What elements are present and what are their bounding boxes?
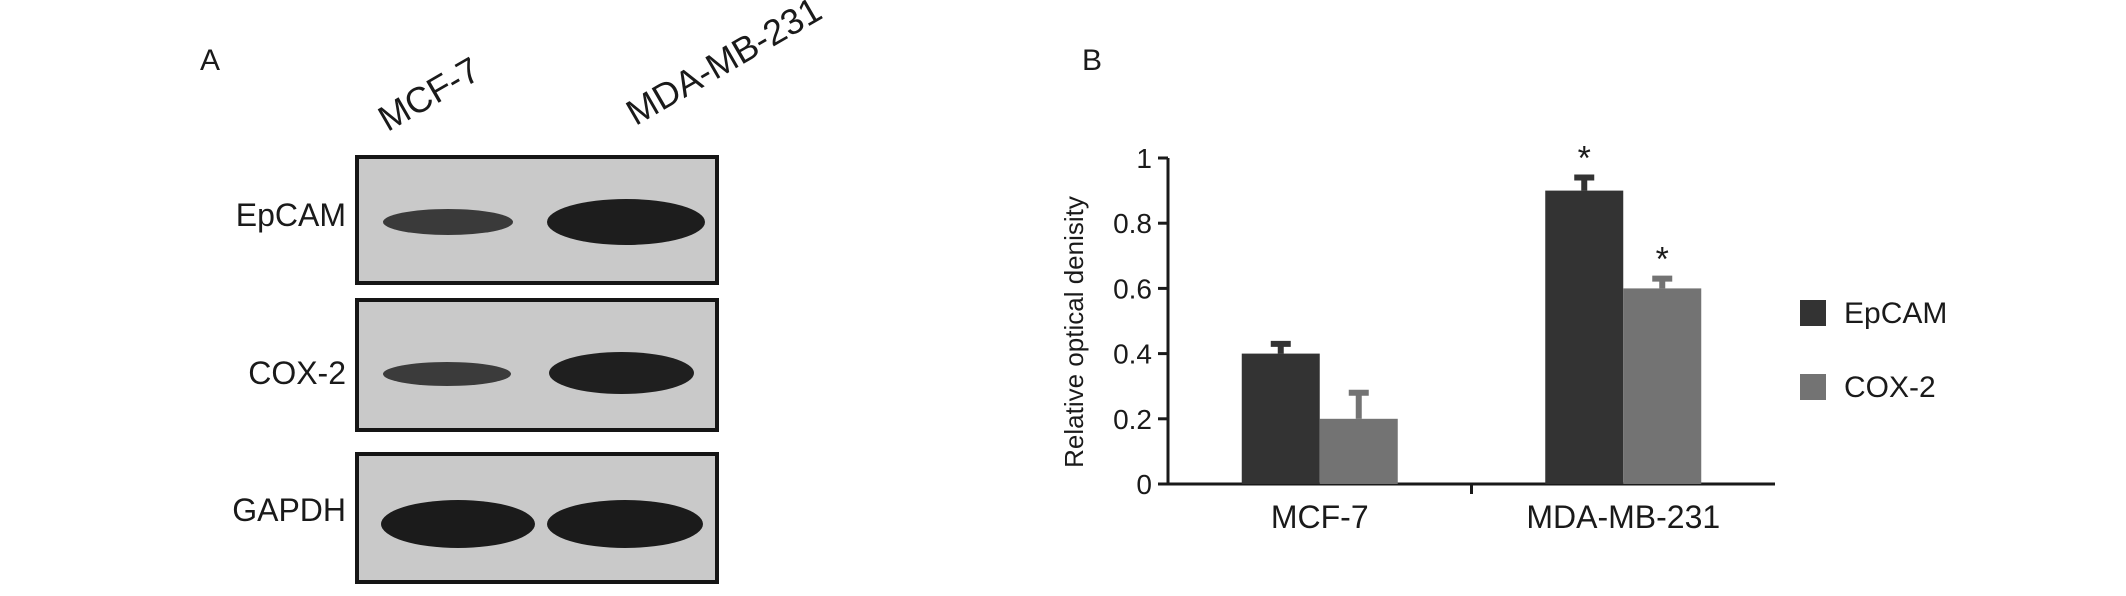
y-tick-label-5: 1 [1136,143,1152,174]
panel-a-letter: A [200,44,221,77]
x-tick-label-0: MCF-7 [1271,499,1369,535]
band-gapdh-mdamb231 [547,500,703,548]
significance-star-cox-2-1: * [1656,241,1669,279]
panel-b-letter: B [1082,44,1103,77]
blot-label-cox2: COX-2 [248,355,346,391]
y-tick-label-0: 0 [1136,469,1152,500]
bar-cox-2-0 [1319,418,1398,484]
significance-star-epcam-1: * [1578,140,1591,178]
y-tick-label-4: 0.8 [1113,208,1152,239]
x-tick-label-1: MDA-MB-231 [1526,499,1720,535]
legend-label-epcam: EpCAM [1844,297,1947,330]
chart-bars: ** [1241,140,1702,484]
blot-label-epcam: EpCAM [235,197,346,233]
chart-legend: EpCAM COX-2 [1800,297,1947,404]
band-gapdh-mcf7 [381,500,535,548]
legend-swatch-epcam [1800,300,1826,326]
band-cox2-mcf7 [383,362,511,386]
y-tick-label-2: 0.4 [1113,339,1152,370]
bar-epcam-1 [1545,190,1624,484]
legend-swatch-cox-2 [1800,374,1826,400]
y-tick-label-3: 0.6 [1113,273,1152,304]
bar-cox-2-1 [1623,288,1702,484]
y-tick-label-1: 0.2 [1113,404,1152,435]
bar-epcam-0 [1241,353,1320,484]
band-epcam-mcf7 [383,209,513,235]
band-epcam-mdamb231 [547,199,705,245]
legend-label-cox-2: COX-2 [1844,371,1936,404]
blot-label-gapdh: GAPDH [232,492,346,528]
blot-epcam [355,155,719,285]
blot-gapdh [355,452,719,584]
y-axis-label: Relative optical denisity [1059,196,1089,468]
blot-cox2 [355,298,719,432]
band-cox2-mdamb231 [549,352,694,394]
